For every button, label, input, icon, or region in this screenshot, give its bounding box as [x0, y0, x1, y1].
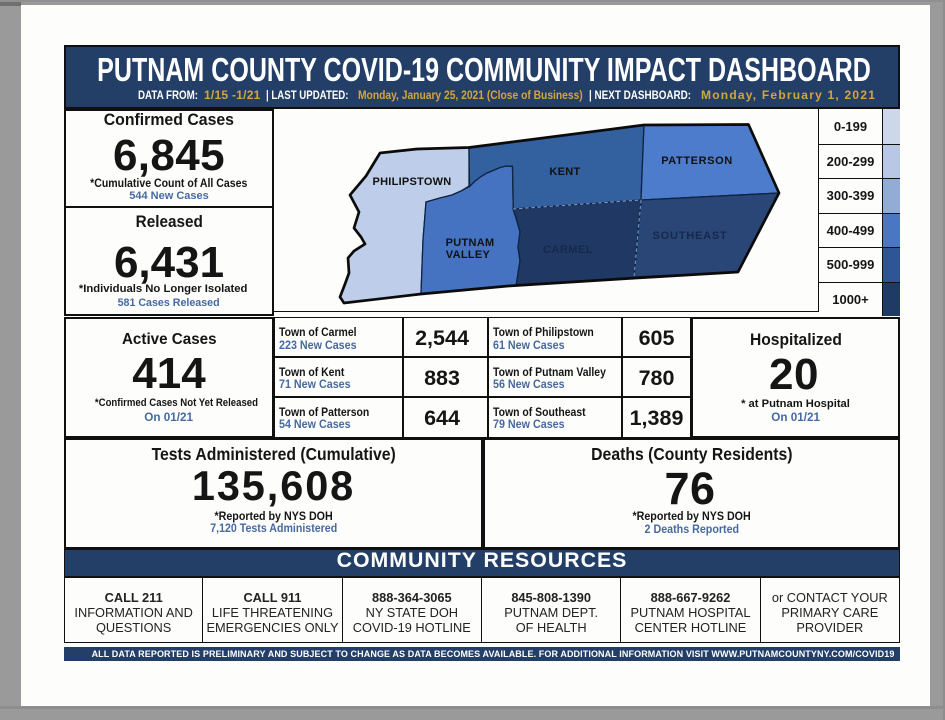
svg-text:VALLEY: VALLEY — [446, 249, 491, 261]
svg-text:CARMEL: CARMEL — [543, 244, 593, 256]
svg-text:KENT: KENT — [549, 166, 580, 178]
svg-text:PUTNAM: PUTNAM — [446, 237, 495, 249]
svg-text:PATTERSON: PATTERSON — [661, 155, 733, 167]
svg-text:PHILIPSTOWN: PHILIPSTOWN — [373, 176, 452, 188]
svg-text:SOUTHEAST: SOUTHEAST — [652, 230, 727, 242]
